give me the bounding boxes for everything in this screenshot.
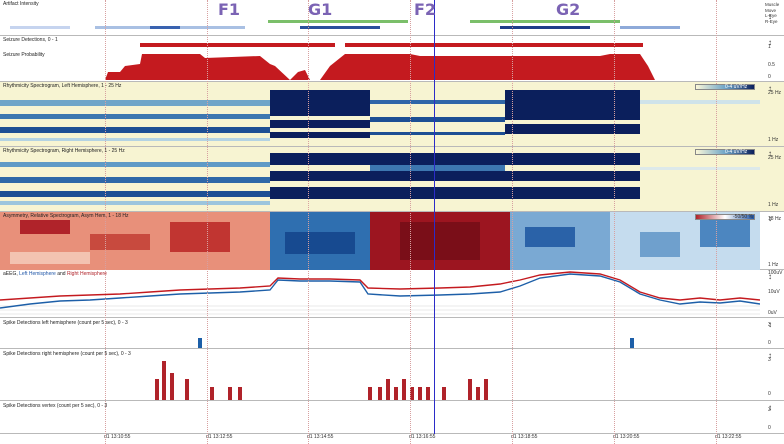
artifact-intensity-strips bbox=[10, 20, 680, 29]
pin-icon[interactable]: ↕ bbox=[768, 214, 772, 223]
seizure-tick-1: 1 bbox=[768, 44, 771, 50]
spectrogram-left-tick-top: 25 Hz bbox=[768, 90, 782, 96]
pin-icon[interactable]: ↕ bbox=[768, 12, 772, 21]
marker-f1: F1 bbox=[218, 0, 241, 19]
time-gridline bbox=[614, 0, 615, 444]
aeeg-tick-10: 10uV bbox=[768, 289, 780, 295]
artifact-intensity-panel: Artifact Intensity Muscle Move L-Eye R-E… bbox=[0, 0, 784, 36]
asymmetry-title: Asymmetry, Relative Spectrogram, Asym He… bbox=[3, 213, 129, 219]
aeeg-tick-100: 100uV bbox=[768, 270, 783, 276]
spike-right-bars bbox=[155, 361, 488, 400]
time-gridline bbox=[410, 0, 411, 444]
pin-icon[interactable]: ↕ bbox=[768, 351, 772, 360]
aeeg-title-prefix: aEEG, bbox=[3, 271, 20, 277]
aeeg-and: and bbox=[55, 271, 67, 277]
time-label: d1 13:10:55 bbox=[104, 434, 131, 440]
seizure-tick-0: 0 bbox=[768, 74, 771, 80]
spectrogram-right-colorbar bbox=[695, 149, 755, 155]
artifact-intensity-title: Artifact Intensity bbox=[3, 1, 39, 7]
legend-r-eye: R-Eye bbox=[765, 18, 778, 24]
marker-f2: F2 bbox=[414, 0, 437, 19]
spike-left-tick-3: 3 bbox=[768, 322, 771, 328]
spike-right-tick-3: 3 bbox=[768, 357, 771, 363]
seizure-panel: Seizure Detections, 0 - 1 Seizure Probab… bbox=[0, 36, 784, 82]
aeeg-panel: aEEG, Left Hemisphere and Right Hemisphe… bbox=[0, 270, 784, 318]
spike-vertex-tick-0: 0 bbox=[768, 425, 771, 431]
time-label: d1 13:12:55 bbox=[206, 434, 233, 440]
marker-g2: G2 bbox=[556, 0, 581, 19]
legend-muscle: Muscle bbox=[765, 2, 780, 7]
artifact-legend: Muscle Move L-Eye R-Eye bbox=[765, 2, 779, 24]
time-label: d1 13:16:55 bbox=[409, 434, 436, 440]
spectrogram-left-bands bbox=[0, 90, 760, 141]
aeeg-left-label: Left Hemisphere bbox=[19, 271, 56, 277]
time-cursor[interactable] bbox=[434, 0, 435, 434]
pin-icon[interactable]: ↕ bbox=[768, 320, 772, 329]
legend-l-eye: L-Eye bbox=[765, 13, 777, 18]
time-gridline bbox=[308, 0, 309, 444]
seizure-bars bbox=[105, 43, 655, 80]
spike-left-title: Spike Detections left hemisphere (count … bbox=[3, 320, 128, 326]
spectrogram-right-tick-bottom: 1 Hz bbox=[768, 202, 779, 208]
pin-icon[interactable]: ↕ bbox=[768, 38, 772, 47]
spectrogram-left-title: Rhythmicity Spectrogram, Left Hemisphere… bbox=[3, 83, 122, 89]
pin-icon[interactable]: ↕ bbox=[768, 84, 772, 93]
time-label: d1 13:22:55 bbox=[715, 434, 742, 440]
spike-right-panel: Spike Detections right hemisphere (count… bbox=[0, 349, 784, 401]
spike-left-panel: Spike Detections left hemisphere (count … bbox=[0, 318, 784, 349]
time-label: d1 13:20:55 bbox=[613, 434, 640, 440]
spectrogram-right-title: Rhythmicity Spectrogram, Right Hemispher… bbox=[3, 148, 125, 154]
spike-right-title: Spike Detections right hemisphere (count… bbox=[3, 351, 131, 357]
time-gridline bbox=[105, 0, 106, 444]
asymmetry-colorbar bbox=[695, 214, 755, 220]
pin-icon[interactable]: ↕ bbox=[768, 403, 772, 412]
time-gridline bbox=[512, 0, 513, 444]
spectrogram-left-colorbar bbox=[695, 84, 755, 90]
spike-vertex-panel: Spike Detections vertex (count per 5 sec… bbox=[0, 401, 784, 434]
spectrogram-right-colorbar-label: 0-4 uV/Hz bbox=[725, 149, 748, 155]
time-gridline bbox=[716, 0, 717, 444]
spectrogram-left-colorbar-label: 0-4 uV/Hz bbox=[725, 84, 748, 90]
seizure-tick-half: 0.5 bbox=[768, 62, 775, 68]
time-gridline bbox=[207, 0, 208, 444]
time-label: d1 13:14:55 bbox=[307, 434, 334, 440]
asymmetry-colorbar-label: -50/50 % bbox=[733, 214, 754, 220]
aeeg-right-label: Right Hemisphere bbox=[66, 271, 107, 277]
spectrogram-right-bands bbox=[0, 153, 760, 205]
pin-icon[interactable]: ↕ bbox=[768, 272, 772, 281]
spectrogram-right-tick-top: 25 Hz bbox=[768, 155, 782, 161]
spike-left-tick-0: 0 bbox=[768, 340, 771, 346]
spike-left-bars bbox=[198, 338, 634, 348]
rhythmicity-spectrogram-left: Rhythmicity Spectrogram, Left Hemisphere… bbox=[0, 82, 784, 147]
aeeg-tick-0: 0uV bbox=[768, 310, 777, 316]
spike-vertex-title: Spike Detections vertex (count per 5 sec… bbox=[3, 403, 108, 409]
asymmetry-heatmap bbox=[0, 212, 760, 270]
seizure-detections-title: Seizure Detections, 0 - 1 bbox=[3, 37, 58, 43]
aeeg-title: aEEG, Left Hemisphere and Right Hemisphe… bbox=[3, 271, 107, 277]
asymmetry-tick-bottom: 1 Hz bbox=[768, 262, 779, 268]
legend-move: Move bbox=[765, 7, 777, 13]
seizure-probability-title: Seizure Probability bbox=[3, 52, 45, 58]
asymmetry-spectrogram: Asymmetry, Relative Spectrogram, Asym He… bbox=[0, 212, 784, 270]
spectrogram-left-tick-bottom: 1 Hz bbox=[768, 137, 779, 143]
time-label: d1 13:18:55 bbox=[511, 434, 538, 440]
pin-icon[interactable]: ↕ bbox=[768, 149, 772, 158]
spike-vertex-tick-3: 3 bbox=[768, 407, 771, 413]
aeeg-traces bbox=[0, 271, 760, 315]
spike-right-tick-0: 0 bbox=[768, 391, 771, 397]
marker-g1: G1 bbox=[308, 0, 333, 19]
rhythmicity-spectrogram-right: Rhythmicity Spectrogram, Right Hemispher… bbox=[0, 147, 784, 212]
asymmetry-tick-top: 18 Hz bbox=[768, 216, 782, 222]
